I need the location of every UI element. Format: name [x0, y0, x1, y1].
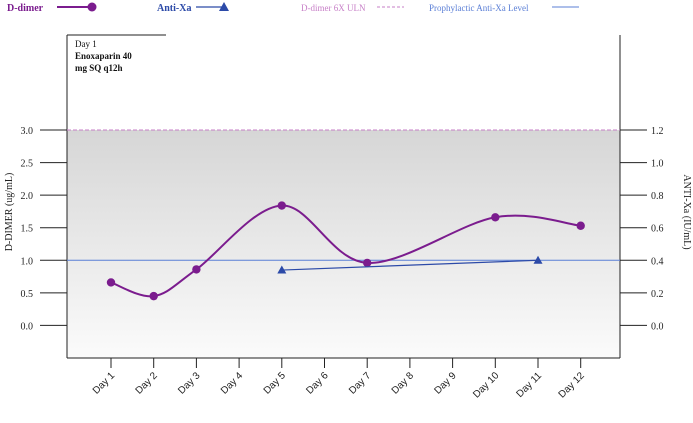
annotation: Day 1 Enoxaparin 40 mg SQ q12h: [75, 39, 132, 73]
series-ddimer-point: [149, 291, 158, 301]
annotation-line3: mg SQ q12h: [75, 63, 123, 73]
x-tick-label: Day 12: [557, 370, 587, 400]
x-tick-label: Day 2: [134, 370, 161, 397]
y-tick-right-label: 1.2: [651, 126, 664, 137]
series-antixa-line: [281, 259, 539, 271]
y-tick-left-label: 0.0: [21, 321, 34, 332]
legend-antixa-label: Anti-Xa: [157, 3, 191, 14]
annotation-line1: Day 1: [75, 39, 97, 49]
series-ddimer-point: [363, 258, 372, 268]
x-tick-label: Day 4: [219, 370, 246, 397]
series-ddimer-point: [192, 265, 201, 274]
x-tick-label: Day 8: [390, 370, 417, 397]
x-tick-label: Day 7: [347, 370, 374, 397]
x-tick-label: Day 3: [176, 370, 203, 397]
series-antixa-point: [533, 255, 543, 264]
y-tick-left-label: 0.5: [21, 289, 34, 300]
plot-shaded-area: [67, 130, 620, 358]
x-tick-label: Day 1: [91, 370, 118, 397]
series-ddimer-point: [277, 201, 286, 210]
legend-ddimer-label: D-dimer: [7, 3, 44, 14]
x-tick-labels: Day 1 Day 2 Day 3 Day 4 Day 5 Day 6 Day 7 Day 8…: [91, 358, 587, 401]
series-ddimer-point: [491, 213, 500, 222]
x-tick-label: Day 10: [471, 370, 501, 400]
y-tick-right-label: 1.0: [651, 159, 664, 170]
y-tick-right-label: 0.0: [651, 321, 664, 332]
x-tick-label: Day 11: [514, 370, 544, 400]
x-tick-label: Day 6: [304, 370, 331, 397]
y-tick-left-label: 1.5: [21, 224, 34, 235]
series-ddimer-point: [106, 278, 116, 287]
annotation-line2: Enoxaparin 40: [75, 51, 132, 61]
y-tick-right-label: 0.8: [651, 191, 664, 202]
x-tick-label: Day 9: [432, 370, 459, 397]
series-ddimer-point: [576, 221, 585, 230]
ticks-layer: 3.0 2.5 2.0 1.5 1.0 0.5 0.0 1.2 1.0 0.8 0.6 0.4 0.2 0…: [21, 126, 664, 332]
legend: D-dimer Anti-Xa D-dimer 6X ULN Prophylac…: [7, 2, 579, 14]
x-tick-label: Day 5: [262, 370, 289, 397]
legend-ddimer-marker: [87, 2, 97, 12]
y-axis-left-label: D-DIMER (ug/mL): [4, 173, 15, 252]
y-axis-right-label: ANTI-Xa (IU/mL): [681, 174, 692, 249]
y-tick-right-label: 0.6: [651, 224, 664, 235]
legend-antixa-marker: [219, 2, 229, 11]
y-tick-right-label: 0.2: [651, 289, 664, 300]
series-antixa-point: [277, 265, 287, 274]
legend-proph-label: Prophylactic Anti-Xa Level: [429, 3, 529, 13]
legend-uln-label: D-dimer 6X ULN: [301, 3, 366, 13]
y-tick-right-label: 0.4: [651, 256, 664, 267]
y-tick-left-label: 2.5: [21, 159, 34, 170]
y-tick-left-label: 3.0: [21, 126, 34, 137]
series-layer: [106, 201, 585, 301]
y-tick-left-label: 1.0: [21, 256, 34, 267]
y-tick-left-label: 2.0: [21, 191, 34, 202]
